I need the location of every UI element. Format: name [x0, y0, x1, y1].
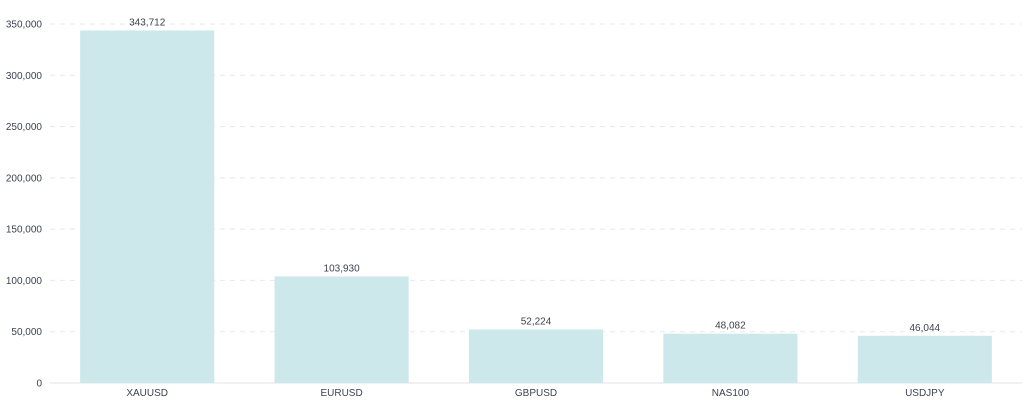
bar-usdjpy[interactable] — [857, 335, 992, 383]
bar-nas100[interactable] — [663, 333, 798, 383]
bars — [80, 30, 992, 383]
data-label-eurusd: 103,930 — [324, 263, 361, 274]
x-tick-label-xauusd: XAUUSD — [126, 388, 168, 399]
bar-xauusd[interactable] — [80, 30, 215, 383]
x-tick-label-gbpusd: GBPUSD — [515, 388, 557, 399]
x-tick-label-eurusd: EURUSD — [320, 388, 362, 399]
y-tick-label: 350,000 — [6, 20, 43, 31]
y-tick-label: 0 — [36, 379, 42, 390]
y-axis-ticks: 0 50,000 100,000 150,000 200,000 250,000 300,0… — [6, 20, 43, 390]
x-tick-label-nas100: NAS100 — [712, 388, 750, 399]
data-label-xauusd: 343,712 — [129, 17, 166, 28]
data-label-gbpusd: 52,224 — [521, 316, 552, 327]
y-tick-label: 100,000 — [6, 276, 43, 287]
data-label-nas100: 48,082 — [715, 321, 746, 332]
y-tick-label: 300,000 — [6, 71, 43, 82]
x-axis-categories: XAUUSD EURUSD GBPUSD NAS100 USDJPY — [126, 388, 945, 399]
y-tick-label: 200,000 — [6, 173, 43, 184]
data-labels: 343,712 103,930 52,224 48,082 46,044 — [129, 17, 940, 333]
y-tick-label: 50,000 — [11, 327, 42, 338]
y-tick-label: 250,000 — [6, 122, 43, 133]
data-label-usdjpy: 46,044 — [910, 323, 941, 334]
bar-gbpusd[interactable] — [468, 329, 604, 383]
y-tick-label: 150,000 — [6, 225, 43, 236]
bar-eurusd[interactable] — [274, 276, 409, 383]
x-tick-label-usdjpy: USDJPY — [905, 388, 945, 399]
